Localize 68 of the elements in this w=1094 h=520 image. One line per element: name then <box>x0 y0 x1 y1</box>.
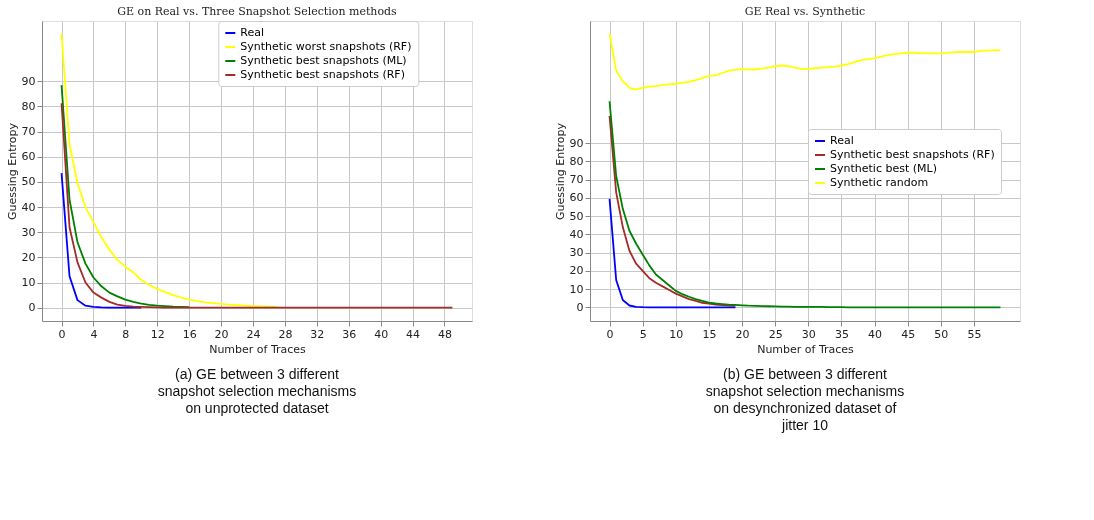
y-tick-label: 70 <box>21 125 36 139</box>
y-tick-label: 30 <box>569 246 584 260</box>
x-tick-label: 48 <box>437 327 452 341</box>
x-tick-label: 35 <box>834 327 849 341</box>
x-tick-label: 36 <box>342 327 357 341</box>
legend-label: Synthetic best (ML) <box>830 162 937 175</box>
x-tick-label: 16 <box>182 327 197 341</box>
x-tick-label: 10 <box>669 327 684 341</box>
x-tick-label: 0 <box>58 327 66 341</box>
legend-label: Real <box>830 134 854 147</box>
x-tick-label: 20 <box>735 327 750 341</box>
legend-label: Synthetic best snapshots (ML) <box>240 54 407 67</box>
y-tick-label: 50 <box>21 175 36 189</box>
y-axis-title: Guessing Entropy <box>553 122 567 220</box>
x-tick-label: 50 <box>934 327 949 341</box>
y-tick-label: 10 <box>21 276 36 290</box>
x-tick-label: 45 <box>901 327 916 341</box>
x-tick-label: 4 <box>90 327 98 341</box>
y-tick-label: 50 <box>569 209 584 223</box>
legend-label: Real <box>240 26 265 39</box>
x-tick-label: 25 <box>768 327 783 341</box>
x-tick-label: 5 <box>639 327 647 341</box>
x-tick-label: 44 <box>406 327 421 341</box>
legend-label: Synthetic random <box>830 176 929 189</box>
x-tick-label: 12 <box>150 327 165 341</box>
chart-title: GE Real vs. Synthetic <box>744 5 866 18</box>
line-series <box>60 172 143 309</box>
legend-label: Synthetic best snapshots (RF) <box>240 68 405 81</box>
x-tick-label: 40 <box>374 327 389 341</box>
line-series <box>608 32 1002 91</box>
y-tick-label: 80 <box>569 154 584 168</box>
y-tick-label: 40 <box>21 200 36 214</box>
x-axis-title: Number of Traces <box>757 342 855 356</box>
y-tick-label: 0 <box>576 300 584 314</box>
x-tick-label: 0 <box>606 327 614 341</box>
y-tick-label: 20 <box>21 250 36 264</box>
x-tick-label: 24 <box>246 327 261 341</box>
line-series <box>60 84 191 309</box>
y-tick-label: 80 <box>21 100 36 113</box>
legend-label: Synthetic worst snapshots (RF) <box>240 40 412 53</box>
x-tick-label: 8 <box>122 327 130 341</box>
y-tick-label: 70 <box>569 173 584 187</box>
line-series <box>608 114 737 307</box>
x-tick-label: 15 <box>702 327 717 341</box>
line-series <box>608 100 1002 309</box>
x-tick-label: 28 <box>278 327 293 341</box>
y-tick-label: 10 <box>569 282 584 296</box>
x-axis-title: Number of Traces <box>209 342 307 356</box>
y-tick-label: 20 <box>569 264 584 278</box>
y-tick-label: 60 <box>569 191 584 205</box>
text: (b) GE between 3 different snapshot selection mechanisms on desynchronized dataset of jitter 10 <box>705 366 905 433</box>
line-series <box>608 197 737 309</box>
x-tick-label: 20 <box>214 327 229 341</box>
y-tick-label: 40 <box>569 227 584 241</box>
y-tick-label: 90 <box>21 74 36 88</box>
y-tick-label: 0 <box>28 301 36 315</box>
y-tick-label: 30 <box>21 225 36 239</box>
legend-label: Synthetic best snapshots (RF) <box>830 148 995 161</box>
x-tick-label: 30 <box>801 327 816 341</box>
line-series <box>60 102 454 309</box>
x-tick-label: 40 <box>868 327 883 341</box>
chart-title: GE on Real vs. Three Snapshot Selection methods <box>117 5 398 18</box>
text: (a) GE between 3 different snapshot selection mechanisms on unprotected dataset <box>157 366 357 416</box>
y-tick-label: 60 <box>21 150 36 164</box>
y-tick-label: 90 <box>569 136 584 150</box>
x-tick-label: 55 <box>967 327 982 341</box>
x-tick-label: 32 <box>310 327 325 341</box>
y-axis-title: Guessing Entropy <box>5 122 19 220</box>
